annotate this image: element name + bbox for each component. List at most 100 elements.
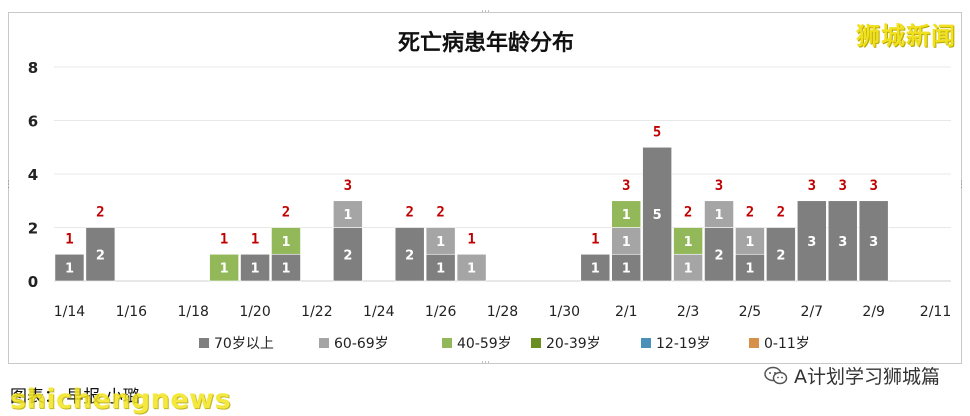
- bar-segment-label: 3: [869, 235, 878, 250]
- chart-frame: ⋯ ⋯ ⋮ ⋮ 死亡病患年龄分布 0 2 4 6 8 1/14 1/16 1/18 1/20 1/2…: [4, 8, 966, 368]
- chart-caption: 图表： 早报 小璐: [10, 387, 140, 407]
- x-tick-label: 1/28: [487, 304, 518, 320]
- bar-segment: [735, 227, 765, 255]
- bar-segment-label: 2: [776, 248, 785, 263]
- y-tick-label: 8: [28, 59, 38, 77]
- x-tick-label: 2/3: [677, 304, 700, 320]
- y-tick-label: 2: [28, 220, 38, 238]
- bar-segment-label: 2: [343, 248, 352, 263]
- x-tick-label: 1/18: [177, 304, 208, 320]
- bar-segment-label: 2: [405, 248, 414, 263]
- bar-segment-label: 1: [745, 235, 754, 250]
- bar-segment: [333, 200, 363, 228]
- bar-segment-label: 1: [745, 262, 754, 277]
- bar-segment-label: 1: [467, 262, 476, 277]
- bar-segment-label: 1: [281, 235, 290, 250]
- resize-handle-bottom[interactable]: ⋯: [481, 358, 490, 368]
- legend-swatch: [442, 338, 452, 348]
- bar-segment: [796, 200, 827, 282]
- legend-swatch: [319, 338, 329, 348]
- bar-segment-label: 1: [343, 208, 352, 223]
- resize-handle-left[interactable]: ⋮: [4, 180, 13, 190]
- legend-swatch: [531, 338, 541, 348]
- x-tick-label: 1/16: [116, 304, 148, 320]
- x-tick-label: 1/14: [54, 304, 86, 320]
- bar-segment: [271, 253, 301, 282]
- legend-swatch: [749, 338, 759, 348]
- bar-segment: [766, 227, 796, 282]
- bar-segment-label: 1: [220, 262, 229, 277]
- bar-segment: [85, 227, 116, 282]
- x-tick-label: 1/24: [363, 304, 395, 320]
- bar-segment: [858, 200, 889, 282]
- bar-segment: [673, 227, 703, 255]
- bar-total-label: 1: [65, 231, 73, 247]
- bar-segment: [54, 253, 85, 282]
- account-label: A计划学习狮城篇: [764, 362, 940, 389]
- x-tick-label: 1/26: [425, 304, 457, 320]
- legend-label: 20-39岁: [546, 336, 601, 352]
- bar-segment: [394, 227, 425, 282]
- bar-total-label: 5: [653, 124, 661, 140]
- legend-swatch: [641, 338, 651, 348]
- legend-label: 12-19岁: [656, 336, 711, 352]
- bar-segment-label: 2: [96, 248, 105, 263]
- bar-segment: [735, 253, 765, 282]
- bar-segment-label: 1: [684, 235, 693, 250]
- bar-segment-label: 5: [653, 208, 662, 223]
- bar-segment: [642, 146, 672, 282]
- x-tick-label: 1/20: [239, 304, 270, 320]
- account-name: A计划学习狮城篇: [794, 366, 940, 388]
- bar-segment-label: 1: [714, 208, 723, 223]
- bar-total-label: 3: [869, 178, 877, 194]
- bar-total-label: 1: [591, 231, 599, 247]
- bar-total-label: 3: [808, 178, 816, 194]
- legend-swatch: [199, 338, 209, 348]
- x-tick-label: 2/7: [801, 304, 824, 320]
- bar-segment-label: 1: [622, 262, 631, 277]
- resize-handle-top[interactable]: ⋯: [481, 7, 490, 17]
- bar-segment: [611, 227, 642, 255]
- bar-segment: [425, 253, 456, 282]
- wechat-icon: [764, 366, 788, 386]
- chart-title: 死亡病患年龄分布: [398, 30, 574, 56]
- bar-total-label: 1: [467, 231, 475, 247]
- bar-total-label: 3: [344, 178, 352, 194]
- bar-total-label: 2: [436, 205, 444, 221]
- bar-segment: [704, 200, 734, 228]
- bar-total-label: 1: [251, 231, 259, 247]
- bar-total-label: 2: [777, 205, 785, 221]
- x-tick-label: 2/5: [739, 304, 762, 320]
- y-tick-label: 4: [28, 166, 38, 184]
- bar-segment: [456, 253, 487, 282]
- bar-total-label: 3: [715, 178, 723, 194]
- bar-segment: [827, 200, 858, 282]
- resize-handle-right[interactable]: ⋮: [957, 180, 966, 190]
- bar-segment-label: 1: [251, 262, 260, 277]
- bar-total-label: 2: [405, 205, 413, 221]
- bar-segment: [611, 253, 642, 282]
- bar-total-label: 2: [282, 205, 290, 221]
- bar-segment-label: 1: [65, 262, 74, 277]
- bar-segment: [611, 200, 642, 228]
- bar-segment-label: 2: [714, 248, 723, 263]
- bar-segment: [333, 227, 363, 282]
- stacked-bar-chart: 死亡病患年龄分布 0 2 4 6 8 1/14 1/16 1/18 1/20 1/22 1/24 1/2…: [28, 30, 951, 352]
- bar-total-label: 1: [220, 231, 228, 247]
- bar-segment-label: 3: [838, 235, 847, 250]
- bar-segment-label: 3: [807, 235, 816, 250]
- bar-segment-label: 1: [622, 235, 631, 250]
- x-tick-label: 1/30: [549, 304, 580, 320]
- bar-segment: [425, 227, 456, 255]
- bar-total-label: 3: [622, 178, 630, 194]
- x-tick-label: 1/22: [301, 304, 332, 320]
- bar-segment-label: 1: [436, 235, 445, 250]
- bar-segment: [704, 227, 734, 282]
- legend-label: 70岁以上: [214, 336, 274, 352]
- bar-segment-label: 1: [684, 262, 693, 277]
- legend-label: 0-11岁: [764, 336, 810, 352]
- bar-segment: [240, 253, 270, 282]
- bar-total-label: 3: [839, 178, 847, 194]
- legend-label: 60-69岁: [334, 336, 389, 352]
- bar-segment-label: 1: [436, 262, 445, 277]
